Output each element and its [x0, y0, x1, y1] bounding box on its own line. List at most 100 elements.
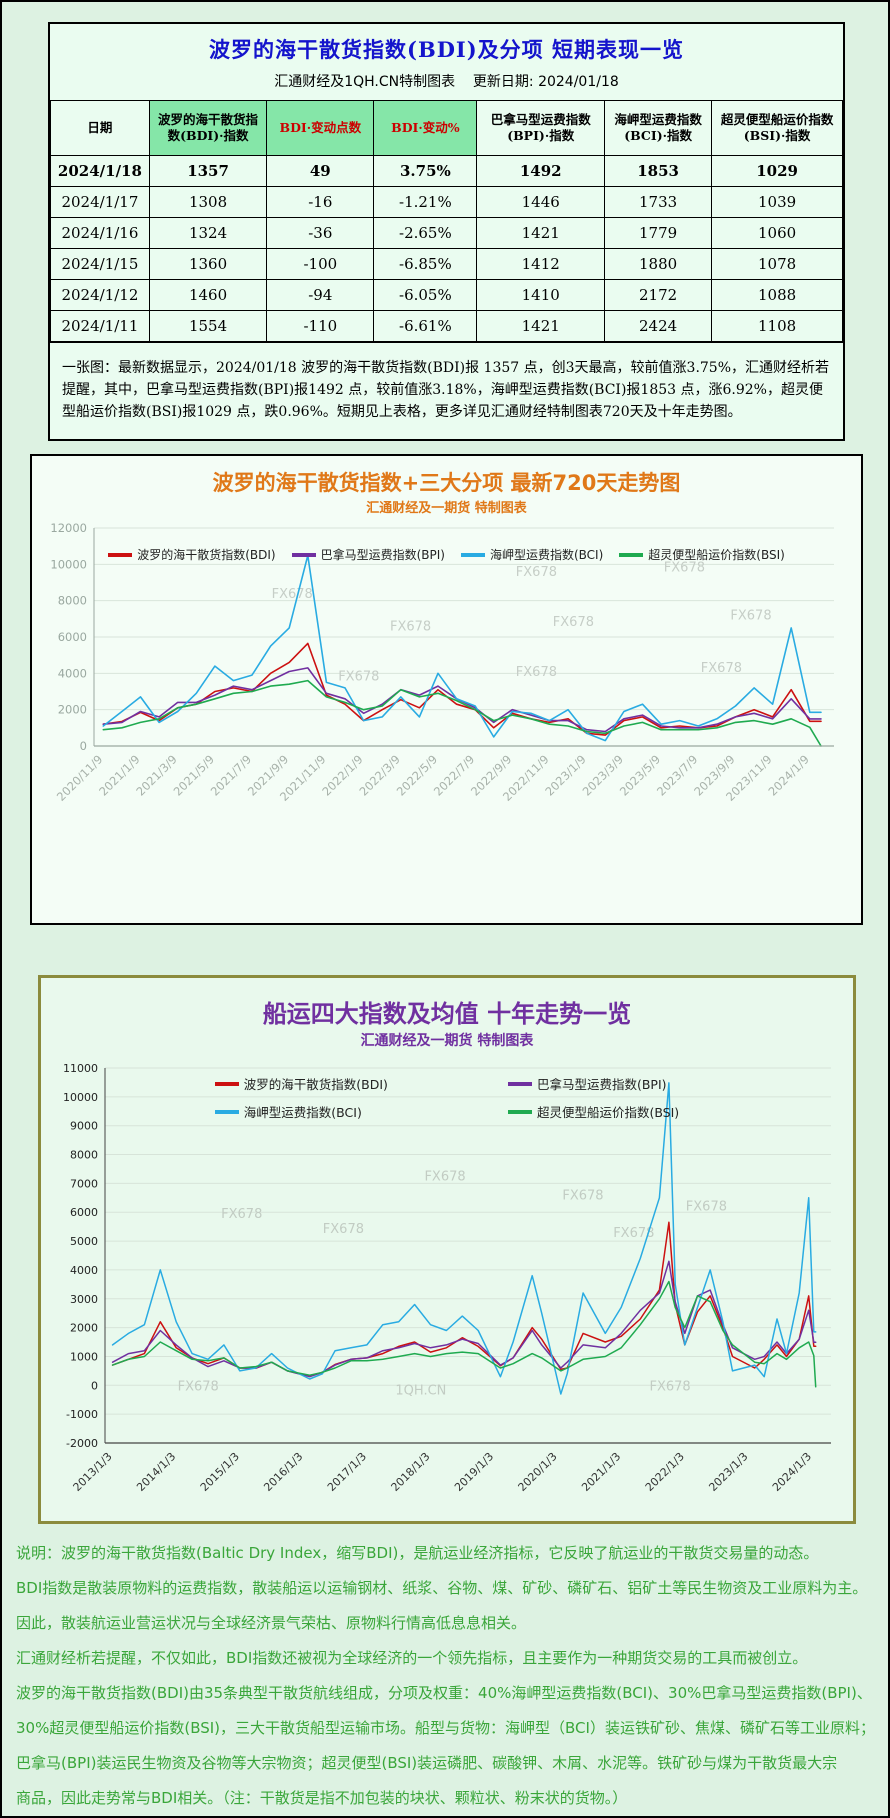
- table-header-row: 日期 波罗的海干散货指数(BDI)·指数 BDI·变动点数 BDI·变动% 巴拿马型运费…: [50, 100, 843, 156]
- watermark-text: 1QH.CN: [395, 1383, 446, 1398]
- y-tick-label: 6000: [58, 630, 87, 644]
- x-tick-label: 2020/11/9: [54, 752, 106, 804]
- y-tick-label: 5000: [70, 1235, 98, 1248]
- table-cell: -6.61%: [373, 310, 478, 342]
- legend-label: 波罗的海干散货指数(BDI): [137, 548, 276, 562]
- series-line: [111, 1280, 817, 1388]
- table-cell: 1060: [711, 217, 843, 249]
- table-cell: 1357: [148, 155, 268, 187]
- column-header: BDI·变动点数: [266, 100, 375, 156]
- legend-line-swatch: [108, 552, 133, 557]
- watermark-text: FX678: [686, 1200, 727, 1215]
- series-line: [111, 1082, 817, 1395]
- table-cell: 1880: [604, 248, 713, 280]
- legend-label: 巴拿马型运费指数(BPI): [320, 548, 445, 562]
- table-cell: 1421: [476, 217, 606, 249]
- table-cell: 2024/1/16: [50, 217, 150, 249]
- column-header: 巴拿马型运费指数(BPI)·指数: [476, 100, 606, 156]
- legend-item: 海岬型运费指数(BCI): [460, 546, 603, 563]
- table-cell: 2024/1/11: [50, 310, 150, 342]
- table-cell: 49: [266, 155, 375, 187]
- y-tick-label: 9000: [70, 1120, 98, 1133]
- table-cell: 1492: [476, 155, 606, 187]
- x-tick-label: 2022/1/3: [643, 1450, 687, 1494]
- table-summary-text: 一张图：最新数据显示，2024/01/18 波罗的海干散货指数(BDI)报 13…: [50, 342, 843, 439]
- table-panel-subtitle: 汇通财经及1QH.CN特制图表 更新日期: 2024/01/18: [274, 74, 619, 90]
- legend-label: 超灵便型船运价指数(BSI): [536, 1105, 680, 1120]
- footer-explanation: 说明：波罗的海干散货指数(Baltic Dry Index，缩写BDI)，是航运…: [16, 1536, 880, 1816]
- table-row: 2024/1/12 1460 -94 -6.05% 1410 2172 1088: [50, 279, 843, 311]
- legend-line-swatch: [214, 1081, 239, 1086]
- table-cell: 1088: [711, 279, 843, 311]
- table-cell: 2024/1/12: [50, 279, 150, 311]
- watermark-text: FX678: [516, 665, 557, 680]
- chart-720day-subtitle: 汇通财经及一期货 特制图表: [366, 501, 527, 516]
- x-tick-label: 2021/1/3: [579, 1450, 623, 1494]
- x-tick-label: 2019/1/3: [452, 1450, 496, 1494]
- y-tick-label: 8000: [70, 1149, 98, 1162]
- legend-item: 波罗的海干散货指数(BDI): [214, 1074, 388, 1093]
- table-row: 2024/1/11 1554 -110 -6.61% 1421 2424 1108: [50, 310, 843, 342]
- table-cell: 1779: [604, 217, 713, 249]
- chart-720day-title: 波罗的海干散货指数+三大分项 最新720天走势图: [212, 471, 681, 495]
- table-cell: 1733: [604, 186, 713, 218]
- footer-line: BDI指数是散装原物料的运费指数，散装船运以运输钢材、纸浆、谷物、煤、矿砂、磷矿…: [16, 1579, 868, 1597]
- table-cell: 2024/1/15: [50, 248, 150, 280]
- short-term-table-panel: 波罗的海干散货指数(BDI)及分项 短期表现一览 汇通财经及1QH.CN特制图表…: [48, 22, 845, 441]
- chart-720day-legend: 波罗的海干散货指数(BDI) 巴拿马型运费指数(BPI) 海岬型运费指数(BCI) 超…: [32, 546, 861, 563]
- table-cell: -6.05%: [373, 279, 478, 311]
- watermark-text: FX678: [730, 609, 771, 624]
- legend-item: 超灵便型船运价指数(BSI): [507, 1102, 680, 1121]
- x-tick-label: 2013/1/3: [71, 1450, 115, 1494]
- y-tick-label: 12000: [50, 521, 87, 535]
- legend-label: 海岬型运费指数(BCI): [243, 1105, 362, 1120]
- legend-line-swatch: [460, 552, 485, 557]
- column-header: 超灵便型船运价指数(BSI)·指数: [711, 100, 843, 156]
- x-tick-label: 2018/1/3: [388, 1450, 432, 1494]
- legend-line-swatch: [291, 552, 316, 557]
- y-tick-label: -2000: [66, 1437, 98, 1450]
- table-cell: 2424: [604, 310, 713, 342]
- series-line: [102, 679, 822, 747]
- table-cell: 1446: [476, 186, 606, 218]
- x-tick-label: 2023/1/3: [706, 1450, 750, 1494]
- legend-item: 超灵便型船运价指数(BSI): [619, 546, 785, 563]
- y-tick-label: 7000: [70, 1177, 98, 1190]
- column-header: BDI·变动%: [373, 100, 478, 156]
- footer-line: 因此，散装航运业营运状况与全球经济景气荣枯、原物料行情高低息息相关。: [16, 1614, 527, 1632]
- table-cell: 1460: [148, 279, 268, 311]
- footer-line: 巴拿马(BPI)装运民生物资及谷物等大宗物资；超灵便型(BSI)装运磷肥、碳酸钾…: [16, 1754, 838, 1772]
- table-cell: 1078: [711, 248, 843, 280]
- y-tick-label: 1000: [70, 1350, 98, 1363]
- y-tick-label: 0: [91, 1379, 98, 1392]
- legend-line-swatch: [619, 552, 644, 557]
- table-cell: 1039: [711, 186, 843, 218]
- column-header: 波罗的海干散货指数(BDI)·指数: [148, 100, 268, 156]
- chart-720day-panel: 波罗的海干散货指数+三大分项 最新720天走势图 汇通财经及一期货 特制图表 0…: [30, 454, 863, 925]
- chart-10year-title: 船运四大指数及均值 十年走势一览: [262, 1000, 632, 1028]
- x-tick-label: 2024/1/3: [770, 1450, 814, 1494]
- x-tick-label: 2014/1/3: [134, 1450, 178, 1494]
- chart-10year-plot: -2000 -1000 0 1000 2000 3000 4000 5000 6000 7000 8…: [63, 1062, 831, 1494]
- table-row: 2024/1/18 1357 49 3.75% 1492 1853 1029: [50, 155, 843, 187]
- table-cell: -100: [266, 248, 375, 280]
- footer-line: 汇通财经析若提醒，不仅如此，BDI指数还被视为全球经济的一个领先指标，且主要作为…: [16, 1649, 808, 1667]
- chart-10year-panel: 船运四大指数及均值 十年走势一览 汇通财经及一期货 特制图表 -2000 -100…: [38, 975, 856, 1524]
- watermark-text: FX678: [553, 615, 594, 630]
- legend-label: 巴拿马型运费指数(BPI): [536, 1077, 667, 1092]
- table-cell: 1410: [476, 279, 606, 311]
- table-cell: -16: [266, 186, 375, 218]
- series-line: [102, 642, 822, 736]
- x-tick-label: 2015/1/3: [198, 1450, 242, 1494]
- watermark-text: FX678: [516, 565, 557, 580]
- legend-item: 巴拿马型运费指数(BPI): [291, 546, 445, 563]
- y-tick-label: 0: [80, 739, 87, 753]
- watermark-text: FX678: [338, 670, 379, 685]
- watermark-text: FX678: [701, 661, 742, 676]
- y-tick-label: 3000: [70, 1293, 98, 1306]
- legend-line-swatch: [507, 1081, 532, 1086]
- watermark-text: FX678: [562, 1188, 603, 1203]
- legend-item: 巴拿马型运费指数(BPI): [507, 1074, 679, 1093]
- footer-line: 商品，因此走势常与BDI相关。（注：干散货是指不加包装的块状、颗粒状、粉末状的货…: [16, 1789, 628, 1807]
- table-row: 2024/1/17 1308 -16 -1.21% 1446 1733 1039: [50, 186, 843, 218]
